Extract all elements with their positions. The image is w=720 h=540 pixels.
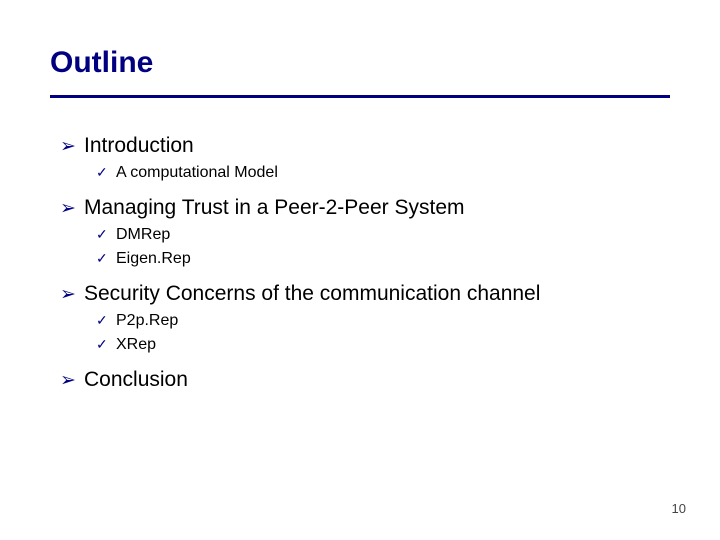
arrow-icon: ➢ <box>60 283 84 306</box>
outline-item-label: Security Concerns of the communication c… <box>84 282 540 305</box>
arrow-icon: ➢ <box>60 197 84 220</box>
outline-item: ➢Conclusion <box>60 368 670 392</box>
slide-title: Outline <box>50 46 153 80</box>
outline-subitem-label: A computational Model <box>116 164 278 181</box>
outline-subitem-label: P2p.Rep <box>116 312 178 329</box>
arrow-icon: ➢ <box>60 369 84 392</box>
outline-subitem-label: Eigen.Rep <box>116 250 191 267</box>
check-icon: ✓ <box>96 226 116 243</box>
outline-item-label: Conclusion <box>84 368 188 391</box>
check-icon: ✓ <box>96 164 116 181</box>
outline-subitem: ✓DMRep <box>96 226 670 244</box>
outline-item: ➢Security Concerns of the communication … <box>60 282 670 306</box>
check-icon: ✓ <box>96 312 116 329</box>
check-icon: ✓ <box>96 250 116 267</box>
slide: Outline ➢Introduction ✓A computational M… <box>0 0 720 540</box>
outline-item-label: Introduction <box>84 134 194 157</box>
title-rule <box>50 95 670 98</box>
outline-subitem: ✓XRep <box>96 336 670 354</box>
outline-subitem-label: DMRep <box>116 226 170 243</box>
outline-subitem: ✓P2p.Rep <box>96 312 670 330</box>
arrow-icon: ➢ <box>60 135 84 158</box>
check-icon: ✓ <box>96 336 116 353</box>
outline-subitem: ✓Eigen.Rep <box>96 250 670 268</box>
outline-item-label: Managing Trust in a Peer-2-Peer System <box>84 196 465 219</box>
outline-content: ➢Introduction ✓A computational Model ➢Ma… <box>60 120 670 396</box>
outline-subitem-label: XRep <box>116 336 156 353</box>
page-number: 10 <box>672 501 686 516</box>
outline-subitem: ✓A computational Model <box>96 164 670 182</box>
outline-item: ➢Managing Trust in a Peer-2-Peer System <box>60 196 670 220</box>
outline-item: ➢Introduction <box>60 134 670 158</box>
